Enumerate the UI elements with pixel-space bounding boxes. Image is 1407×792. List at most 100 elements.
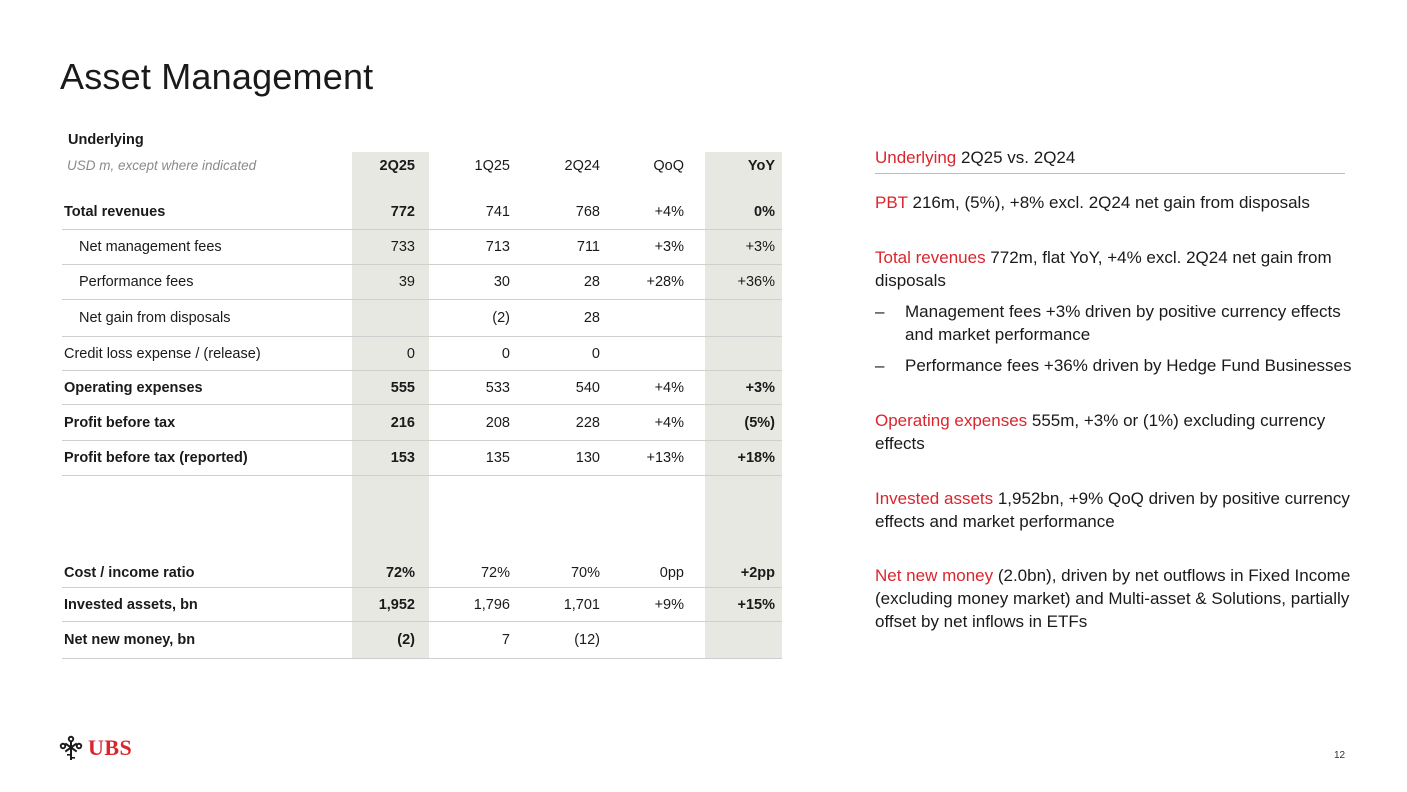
page-title: Asset Management (60, 56, 374, 97)
cell-yoy: (5%) (744, 414, 775, 431)
commentary-heading: Underlying 2Q25 vs. 2Q24 (875, 146, 1345, 174)
cell-2q24: 711 (576, 239, 600, 255)
page-number: 12 (1334, 750, 1346, 761)
cell-qoq: +13% (646, 450, 685, 466)
cell-1q25: 713 (485, 239, 510, 255)
row-label: Credit loss expense / (release) (64, 345, 261, 362)
row-label: Profit before tax (64, 414, 176, 431)
cell-yoy: +15% (737, 596, 776, 613)
logo-text: UBS (88, 735, 133, 760)
cell-yoy: +3% (745, 239, 775, 255)
table-row-net-management-fees: Net management fees 733 713 711 +3% +3% (62, 230, 782, 265)
net-new-money-paragraph: Net new money (2.0bn), driven by net out… (875, 564, 1357, 633)
table-row-operating-expenses: Operating expenses 555 533 540 +4% +3% (62, 371, 782, 405)
cell-1q25: 1,796 (473, 596, 510, 613)
cell-qoq: 0pp (659, 564, 684, 581)
table-units-label: USD m, except where indicated (67, 158, 257, 173)
revenues-text: 772m, flat YoY, +4% excl. 2Q24 net gain … (875, 248, 1332, 290)
bullet-management-fees: – Management fees +3% driven by positive … (875, 300, 1357, 346)
heading-rest: 2Q25 vs. 2Q24 (956, 148, 1076, 167)
invested-assets-paragraph: Invested assets 1,952bn, +9% QoQ driven … (875, 487, 1357, 533)
bullet-dash: – (875, 356, 885, 375)
cell-1q25: 72% (480, 564, 510, 581)
keys-icon (59, 735, 83, 760)
cell-2q25: (2) (397, 632, 415, 648)
cell-2q24: 130 (575, 450, 600, 466)
row-label: Net gain from disposals (79, 310, 231, 326)
cell-qoq: +4% (654, 204, 684, 220)
net-new-money-label: Net new money (875, 566, 994, 585)
cell-2q24: (12) (574, 632, 600, 648)
row-label: Total revenues (64, 204, 166, 220)
cell-2q25: 153 (390, 450, 415, 466)
pbt-text: 216m, (5%), +8% excl. 2Q24 net gain from… (907, 193, 1310, 212)
opex-label: Operating expenses (875, 411, 1028, 430)
bullet-dash: – (875, 302, 885, 321)
table-row-net-new-money: Net new money, bn (2) 7 (12) (62, 622, 782, 659)
cell-2q25: 555 (390, 379, 415, 396)
cell-2q24: 540 (575, 379, 600, 396)
cell-1q25: 208 (485, 414, 510, 431)
cell-yoy: +2pp (740, 564, 775, 581)
cell-1q25: 30 (493, 274, 510, 290)
column-header-yoy: YoY (747, 158, 775, 174)
opex-paragraph: Operating expenses 555m, +3% or (1%) exc… (875, 409, 1357, 455)
table-row-net-gain-from-disposals: Net gain from disposals (2) 28 (62, 300, 782, 337)
cell-yoy: +18% (737, 450, 776, 466)
bullet-performance-fees: – Performance fees +36% driven by Hedge F… (875, 354, 1357, 377)
opex-text: 555m, +3% or (1%) excluding currency eff… (875, 411, 1326, 453)
cell-1q25: 7 (501, 632, 510, 648)
highlight-column-yoy (705, 152, 782, 659)
cell-qoq: +3% (654, 239, 684, 255)
cell-2q25: 772 (390, 204, 415, 220)
table-row-credit-loss-expense: Credit loss expense / (release) 0 0 0 (62, 337, 782, 371)
row-label: Cost / income ratio (64, 564, 195, 581)
table-row-profit-before-tax: Profit before tax 216 208 228 +4% (5%) (62, 405, 782, 441)
cell-2q25: 39 (398, 274, 415, 290)
column-header-qoq: QoQ (653, 158, 684, 174)
commentary-panel: Underlying 2Q25 vs. 2Q24 PBT 216m, (5%),… (875, 146, 1357, 633)
cell-2q24: 228 (575, 414, 600, 431)
highlight-column-2q25 (352, 152, 429, 659)
cell-2q25: 72% (385, 564, 415, 581)
revenues-label: Total revenues (875, 248, 986, 267)
table-row-total-revenues: Total revenues 772 741 768 +4% 0% (62, 195, 782, 230)
cell-1q25: (2) (492, 310, 510, 326)
cell-2q24: 0 (591, 345, 600, 362)
cell-qoq: +4% (654, 379, 684, 396)
column-header-2q25: 2Q25 (379, 158, 415, 174)
bullet-text: Performance fees +36% driven by Hedge Fu… (905, 356, 1352, 375)
pbt-label: PBT (875, 193, 908, 212)
cell-2q25: 0 (406, 345, 415, 362)
cell-2q25: 216 (390, 414, 415, 431)
table-row-profit-before-tax-reported: Profit before tax (reported) 153 135 130… (62, 441, 782, 476)
row-label: Performance fees (79, 274, 194, 290)
cell-1q25: 533 (485, 379, 510, 396)
column-header-1q25: 1Q25 (474, 158, 510, 174)
invested-assets-text: 1,952bn, +9% QoQ driven by positive curr… (875, 489, 1350, 531)
heading-red: Underlying (875, 148, 957, 167)
table-row-invested-assets: Invested assets, bn 1,952 1,796 1,701 +9… (62, 588, 782, 622)
column-header-2q24: 2Q24 (564, 158, 600, 174)
ubs-logo: UBS (58, 734, 132, 762)
cell-2q24: 768 (575, 204, 600, 220)
cell-1q25: 135 (485, 450, 510, 466)
cell-qoq: +9% (654, 596, 684, 613)
net-new-money-text: (2.0bn), driven by net outflows in Fixed… (875, 566, 1351, 631)
cell-2q25: 733 (390, 239, 415, 255)
row-label: Operating expenses (64, 379, 203, 396)
cell-1q25: 0 (501, 345, 510, 362)
table-row-performance-fees: Performance fees 39 30 28 +28% +36% (62, 265, 782, 300)
row-label: Invested assets, bn (64, 596, 198, 613)
invested-assets-label: Invested assets (875, 489, 994, 508)
row-label: Net new money, bn (64, 632, 196, 648)
cell-2q24: 28 (583, 274, 600, 290)
pbt-paragraph: PBT 216m, (5%), +8% excl. 2Q24 net gain … (875, 191, 1357, 214)
table-section-label: Underlying (68, 132, 144, 148)
cell-2q24: 1,701 (563, 596, 600, 613)
cell-yoy: +36% (737, 274, 776, 290)
cell-2q24: 70% (570, 564, 600, 581)
row-label: Profit before tax (reported) (64, 450, 248, 466)
cell-1q25: 741 (485, 204, 510, 220)
cell-yoy: 0% (754, 204, 775, 220)
